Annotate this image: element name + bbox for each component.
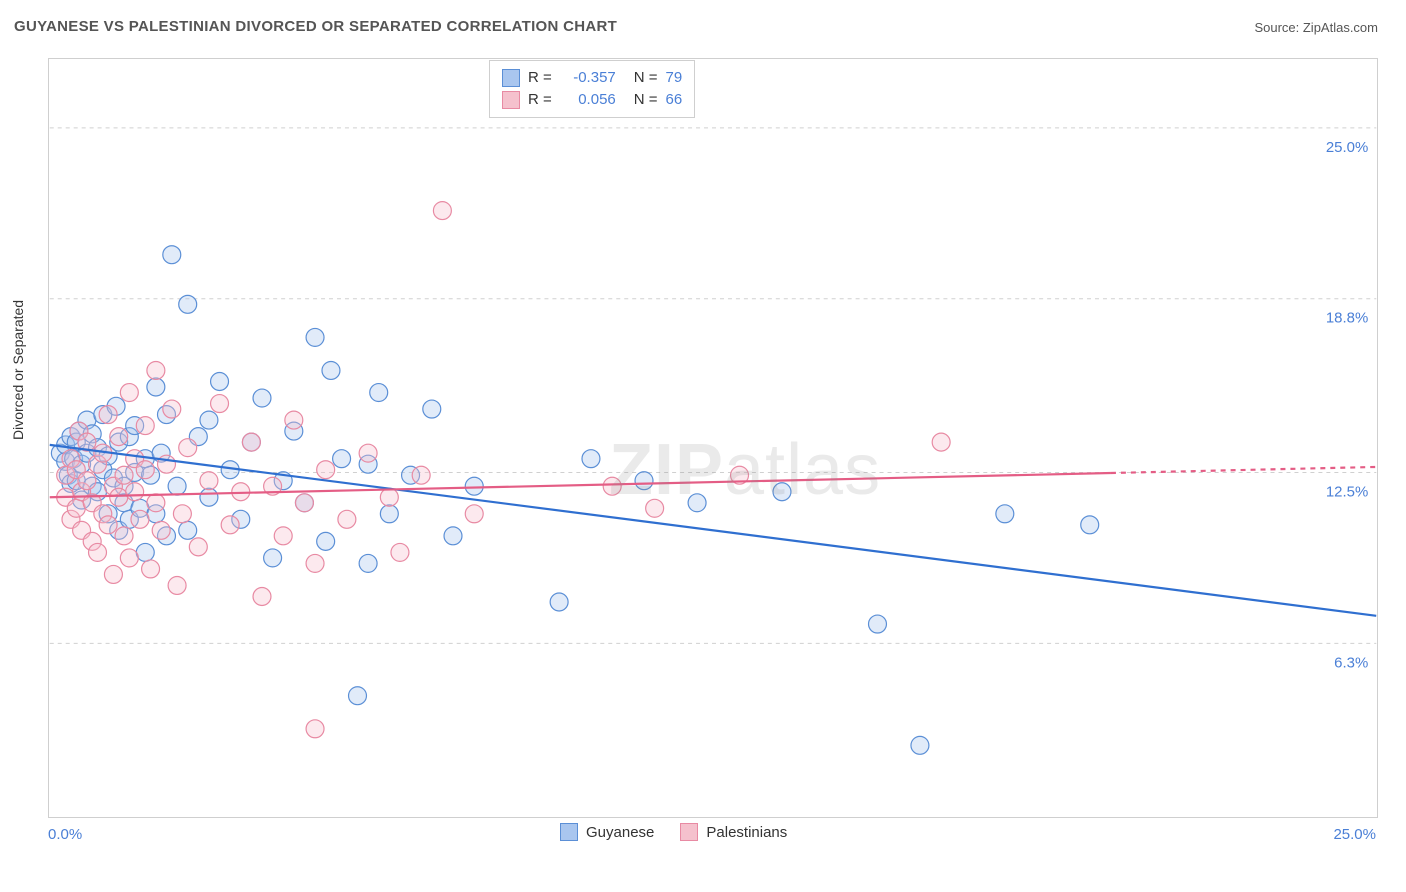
r-value-palestinians: 0.056 [560,89,616,111]
legend-label-guyanese: Guyanese [586,824,654,841]
swatch-palestinians-icon [680,823,698,841]
n-value-guyanese: 79 [666,67,683,89]
source-attribution: Source: ZipAtlas.com [1254,20,1378,35]
swatch-guyanese-icon [560,823,578,841]
legend-item-guyanese: Guyanese [560,823,654,841]
y-axis-label: Divorced or Separated [10,300,26,440]
legend-row-palestinians: R = 0.056 N = 66 [502,89,682,111]
n-label: N = [634,89,658,111]
legend-item-palestinians: Palestinians [680,823,787,841]
swatch-guyanese [502,69,520,87]
r-value-guyanese: -0.357 [560,67,616,89]
scatter-plot-svg: 6.3% 12.5% 18.8% 25.0% [49,59,1377,817]
series-legend: Guyanese Palestinians [560,823,787,841]
chart-title: GUYANESE VS PALESTINIAN DIVORCED OR SEPA… [14,18,617,35]
source-prefix: Source: [1254,20,1302,35]
swatch-palestinians [502,91,520,109]
n-label: N = [634,67,658,89]
svg-text:12.5%: 12.5% [1326,483,1368,500]
r-label: R = [528,89,552,111]
correlation-legend: R = -0.357 N = 79 R = 0.056 N = 66 [489,60,695,118]
chart-area: R = -0.357 N = 79 R = 0.056 N = 66 ZIPat… [48,58,1378,818]
source-name: ZipAtlas.com [1303,20,1378,35]
x-axis-origin-label: 0.0% [48,826,82,843]
svg-text:18.8%: 18.8% [1326,310,1368,327]
legend-label-palestinians: Palestinians [706,824,787,841]
svg-text:25.0%: 25.0% [1326,139,1368,156]
svg-text:6.3%: 6.3% [1334,654,1368,671]
n-value-palestinians: 66 [666,89,683,111]
x-axis-max-label: 25.0% [1333,826,1376,843]
legend-row-guyanese: R = -0.357 N = 79 [502,67,682,89]
r-label: R = [528,67,552,89]
